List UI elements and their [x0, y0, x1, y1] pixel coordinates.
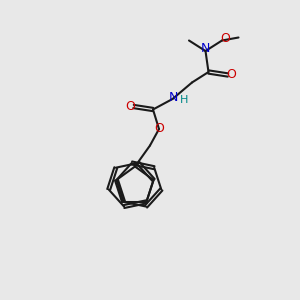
Text: H: H [180, 95, 188, 105]
Text: N: N [201, 42, 210, 55]
Text: O: O [227, 68, 236, 82]
Text: O: O [125, 100, 135, 113]
Text: N: N [169, 91, 178, 104]
Text: O: O [154, 122, 164, 136]
Text: O: O [220, 32, 230, 46]
